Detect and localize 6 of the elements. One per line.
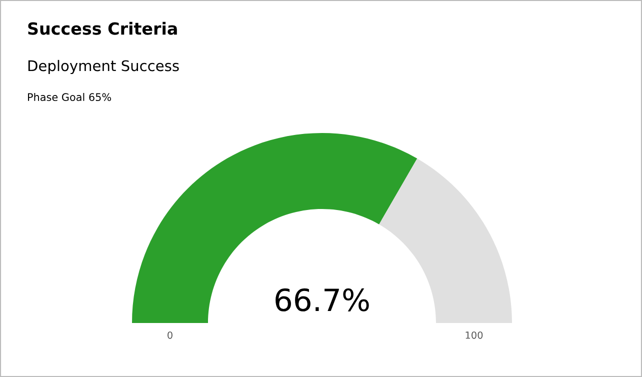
text: 0 xyxy=(168,331,172,339)
chart-title: Success Criteria xyxy=(28,22,177,35)
chart-subtitle: Deployment Success xyxy=(28,60,179,74)
text: 100 xyxy=(466,331,483,339)
data-label: 66.7% xyxy=(276,288,369,312)
text: Phase Goal 65% xyxy=(28,92,112,102)
